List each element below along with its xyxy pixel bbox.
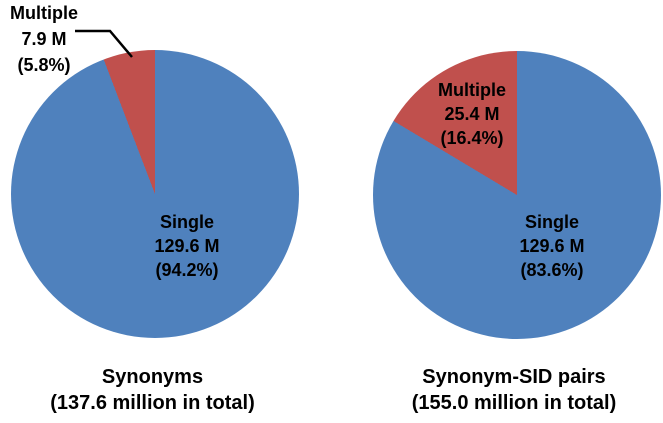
slice-value-label: 129.6 M [519,236,585,256]
slice-percent-label: (83.6%) [520,260,584,280]
pie-synonym-sid-pairs [373,51,661,339]
chart-total-caption: (155.0 million in total) [411,392,617,414]
right-single-label: Single 129.6 M (83.6%) [492,210,612,282]
left-chart-caption: Synonyms (137.6 million in total) [0,364,305,416]
slice-name-label: Multiple [438,80,506,100]
slice-name-label: Multiple [10,3,78,23]
slice-name-label: Single [159,212,214,232]
left-single-label: Single 129.6 M (94.2%) [127,210,247,282]
chart-title: Synonym-SID pairs [422,366,606,388]
slice-value-label: 25.4 M [444,104,500,124]
left-multiple-callout-label: Multiple 7.9 M (5.8%) [0,0,88,78]
slice-percent-label: (5.8%) [17,55,71,75]
pie-synonyms [11,50,299,338]
slice-value-label: 129.6 M [154,236,220,256]
slice-percent-label: (16.4%) [440,128,504,148]
slice-name-label: Single [524,212,579,232]
slice-percent-label: (94.2%) [155,260,219,280]
right-multiple-label: Multiple 25.4 M (16.4%) [412,78,532,150]
chart-title: Synonyms [101,366,204,388]
chart-total-caption: (137.6 million in total) [50,392,255,414]
slice-value-label: 7.9 M [21,29,67,49]
right-chart-caption: Synonym-SID pairs (155.0 million in tota… [365,364,663,416]
